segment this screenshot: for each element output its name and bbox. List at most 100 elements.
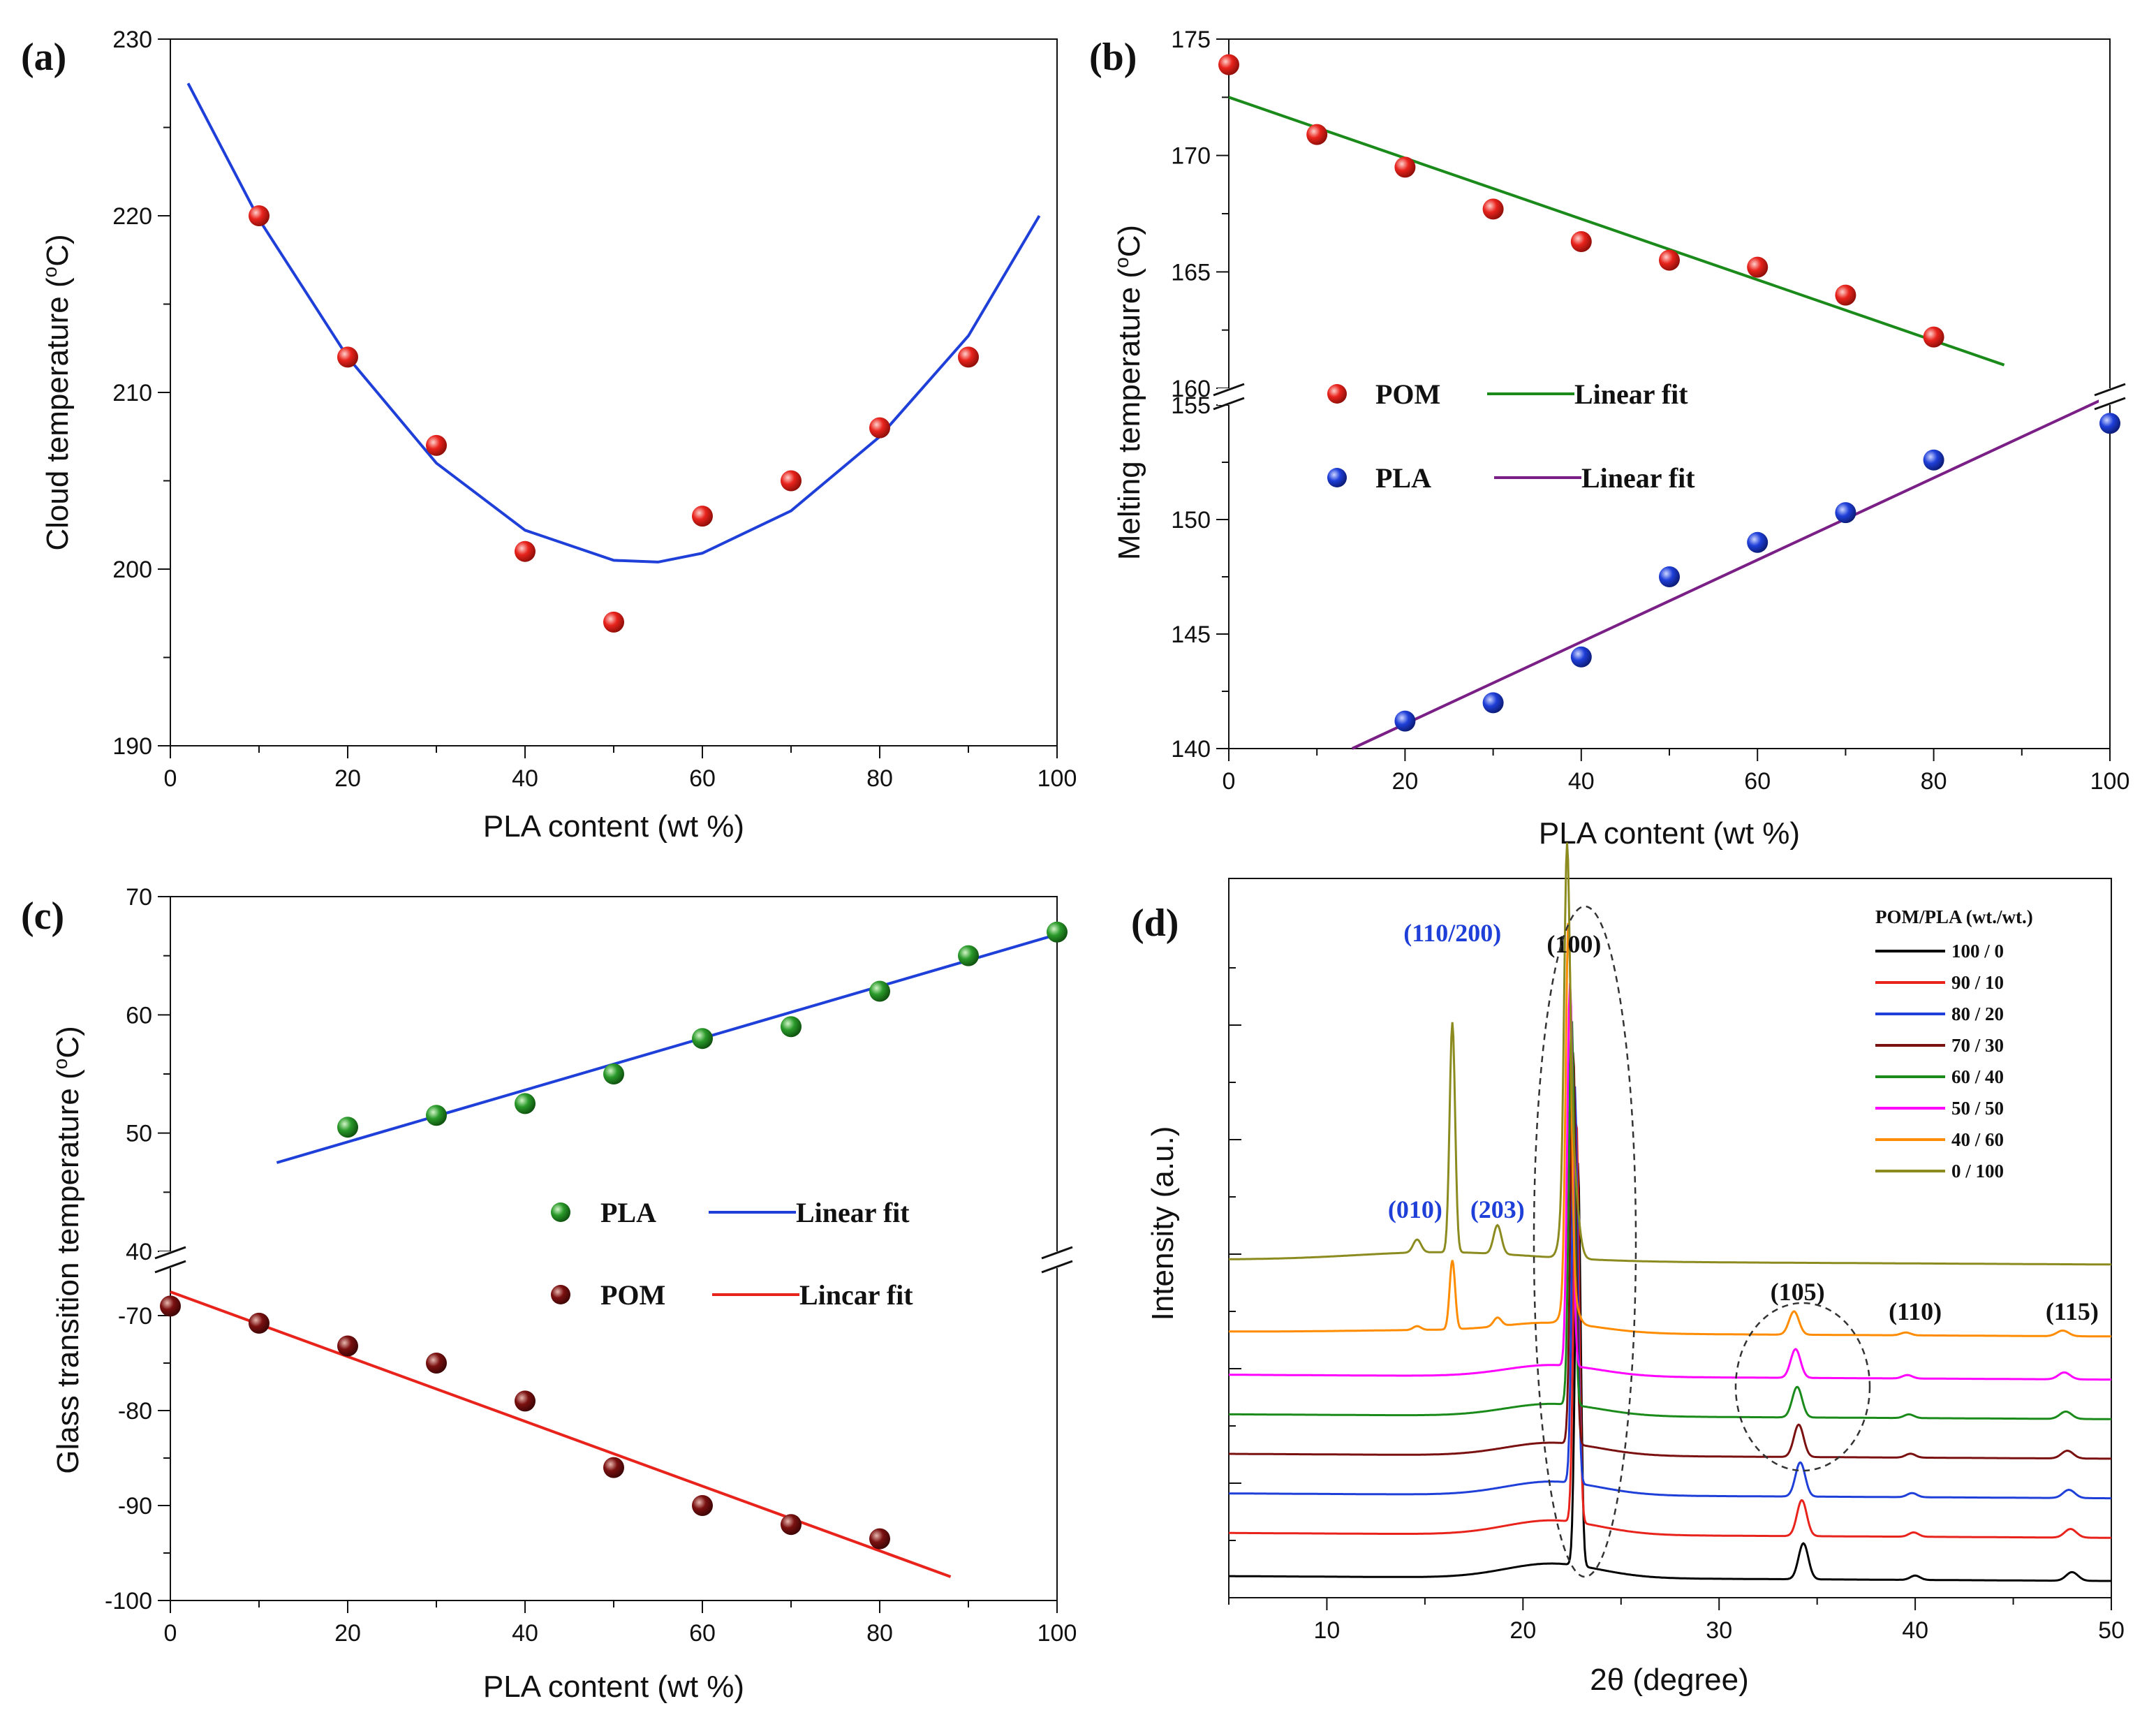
x-tick-label: 40 — [512, 1620, 538, 1647]
panel-c-legend: PLA Linear fit POM Lincar fit — [551, 1197, 913, 1311]
x-tick-label: 100 — [1038, 765, 1077, 792]
panel-b-y-label: Melting temperature (oC) — [1111, 225, 1146, 560]
panel-a-x-ticks: 0 20 40 60 80 100 — [164, 746, 1077, 792]
panel-c-data-point-pom — [869, 1528, 890, 1550]
panel-c-break-mark-right-1 — [1041, 1246, 1073, 1260]
y-tick-label: -90 — [118, 1493, 152, 1519]
x-tick-label: 20 — [1391, 768, 1418, 795]
panel-b-data-point-pla — [1835, 502, 1856, 524]
x-tick-label: 0 — [164, 1620, 177, 1647]
y-tick-label: 150 — [1171, 507, 1211, 533]
pom-peak-label: (105) — [1771, 1278, 1825, 1306]
y-tick-label: 165 — [1171, 259, 1211, 286]
pom-peak-label: (100) — [1546, 930, 1601, 958]
x-tick-label: 40 — [1902, 1617, 1928, 1644]
panel-b-fit-line — [1351, 395, 2111, 750]
x-tick-label: 0 — [1223, 768, 1236, 795]
panel-b-data-point-pom — [1835, 284, 1856, 306]
panel-c-legend-pom-marker — [551, 1285, 570, 1304]
panel-a-data-point — [426, 434, 447, 456]
panel-b-y-label-end: C) — [1112, 225, 1146, 257]
panel-a-label: (a) — [21, 36, 66, 79]
panel-a: (a) 0 20 40 60 80 100 190 200 210 220 230 PLA con… — [21, 27, 1077, 844]
panel-c-data-point-pla — [515, 1093, 536, 1114]
panel-a-frame — [170, 38, 1058, 746]
panel-c-data-point-pom — [515, 1390, 536, 1412]
panel-d-frame — [1228, 878, 2112, 1598]
panel-a-fit-curve — [186, 82, 1041, 564]
legend-label: 0 / 100 — [1951, 1161, 2004, 1182]
panel-d-label: (d) — [1131, 902, 1179, 945]
y-tick-label: 190 — [112, 733, 152, 760]
panel-b-x-ticks: 0 20 40 60 80 100 — [1223, 749, 2130, 795]
panel-a-data-point — [515, 540, 536, 562]
panel-c-data-point-pom — [781, 1514, 802, 1536]
legend-label: 40 / 60 — [1951, 1129, 2004, 1150]
panel-d-legend: POM/PLA (wt./wt.) 100 / 0 90 / 10 80 / 20 7… — [1875, 906, 2033, 1182]
panel-b-legend-pom-label: POM — [1375, 378, 1440, 410]
panel-a-data-point — [692, 506, 713, 527]
panel-c-break-mark-right-2 — [1041, 1260, 1073, 1274]
x-tick-label: 40 — [512, 765, 538, 792]
panel-b-data-point-pom — [1306, 124, 1328, 145]
panel-a-data-point — [781, 470, 802, 492]
panel-d-x-label: 2θ (degree) — [1590, 1663, 1748, 1697]
panel-c-data-point-pom — [603, 1457, 624, 1478]
panel-b-data-point-pla — [1659, 566, 1680, 587]
x-tick-label: 80 — [1921, 768, 1947, 795]
y-tick-label: -100 — [105, 1588, 152, 1614]
panel-b: (b) 0 20 40 60 80 100 160 165 170 175 140 145 150 15… — [1089, 27, 2129, 851]
panel-c-y-ticks: 40 50 60 70 -100 -90 -80 -70 — [105, 884, 170, 1614]
panel-c-data-point-pom — [160, 1295, 181, 1317]
xrd-pattern-50-50 — [1229, 983, 2112, 1381]
panel-c-axis-break — [154, 1246, 1073, 1274]
panel-b-data-point-pla — [1482, 692, 1504, 714]
panel-c-break-mark-left-1 — [154, 1246, 186, 1260]
xrd-pattern-0-100 — [1229, 842, 2112, 1266]
y-tick-label: -80 — [118, 1398, 152, 1425]
panel-a-y-label-end: C) — [40, 234, 75, 266]
pla-peak-label: (110/200) — [1403, 919, 1501, 947]
panel-d-legend-items: 100 / 0 90 / 10 80 / 20 70 / 30 60 / 40 50 / … — [1875, 941, 2004, 1182]
panel-d: (d) 10 20 30 40 50 (010)(110/200)(203)(100)(… — [1131, 842, 2125, 1697]
x-tick-label: 0 — [164, 765, 177, 792]
y-tick-label: 220 — [112, 203, 152, 230]
panel-b-legend-pla-marker — [1327, 468, 1347, 487]
panel-c-legend-pla-fit-label: Linear fit — [796, 1197, 910, 1228]
x-tick-label: 40 — [1568, 768, 1595, 795]
panel-b-y-label-main: Melting temperature ( — [1112, 268, 1146, 561]
legend-label: 100 / 0 — [1951, 941, 2004, 962]
xrd-pattern-80-20 — [1228, 1086, 2111, 1500]
panel-b-break-mark-right-2 — [2094, 397, 2126, 411]
x-tick-label: 20 — [334, 765, 361, 792]
panel-a-y-label-sup: o — [39, 267, 61, 278]
pom-peak-label: (115) — [2046, 1297, 2099, 1325]
x-tick-label: 80 — [866, 1620, 893, 1647]
panel-c-break-gap-right — [1046, 1251, 1068, 1268]
panel-c-label: (c) — [21, 895, 64, 938]
panel-b-data-point-pla — [1394, 710, 1416, 732]
y-tick-label: 145 — [1171, 621, 1211, 648]
panel-b-break-gap-right — [2099, 388, 2121, 405]
x-tick-label: 30 — [1706, 1617, 1732, 1644]
panel-a-x-label: PLA content (wt %) — [483, 809, 744, 844]
panel-b-legend-pom-fit-label: Linear fit — [1574, 378, 1688, 410]
panel-a-y-label: Cloud temperature (oC) — [39, 234, 75, 550]
panel-c-legend-pom-label: POM — [600, 1279, 665, 1311]
panel-c-data-point-pla — [958, 945, 979, 966]
panel-c-y-label-main: Glass transition temperature ( — [51, 1069, 85, 1474]
panel-c-plot — [160, 921, 1068, 1578]
panel-a-data-point — [249, 205, 270, 226]
panel-c-x-label: PLA content (wt %) — [483, 1670, 744, 1704]
legend-label: 90 / 10 — [1951, 972, 2004, 993]
pla-peak-label: (203) — [1470, 1195, 1525, 1223]
xrd-pattern-100-0 — [1229, 1163, 2112, 1582]
panel-b-y-label-sup: o — [1111, 257, 1132, 268]
panel-b-break-mark-right-1 — [2094, 383, 2126, 397]
legend-label: 50 / 50 — [1951, 1098, 2004, 1119]
panel-a-data-point — [869, 417, 890, 439]
panel-c-data-point-pla — [426, 1105, 447, 1126]
panel-a-data-point — [958, 346, 979, 368]
xrd-pattern-90-10 — [1229, 1123, 2112, 1539]
x-tick-label: 100 — [2090, 768, 2130, 795]
